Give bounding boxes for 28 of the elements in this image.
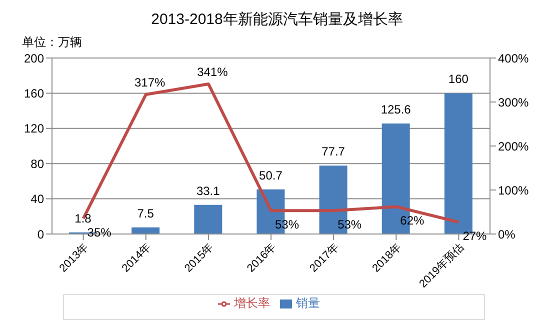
data-label: 160 — [448, 72, 469, 86]
data-label: 77.7 — [322, 144, 346, 159]
data-label: 50.7 — [259, 168, 283, 182]
y2-tick-label: 200% — [498, 139, 530, 154]
data-label: 1.8 — [74, 211, 92, 226]
data-label: 7.5 — [137, 206, 154, 220]
y-tick-label: 0 — [37, 227, 44, 242]
y2-tick-label: 100% — [498, 183, 530, 198]
data-label: 33.1 — [196, 184, 220, 198]
data-label: 35% — [87, 226, 112, 240]
data-label: 317% — [134, 76, 166, 90]
legend-label: 销量 — [296, 296, 320, 310]
data-label: 27% — [462, 229, 488, 244]
y-tick-label: 80 — [30, 156, 44, 171]
bar — [194, 204, 222, 234]
bar — [132, 227, 160, 234]
y2-tick-label: 300% — [498, 95, 530, 110]
y2-tick-label: 400% — [498, 51, 530, 66]
legend-label: 增长率 — [234, 296, 270, 310]
text: 单位：万辆 — [22, 34, 82, 51]
y-tick-label: 40 — [30, 192, 44, 206]
y-tick-label: 120 — [24, 122, 44, 136]
y-tick-label: 200 — [24, 51, 44, 66]
y-tick-label: 160 — [24, 86, 44, 100]
data-label: 125.6 — [380, 102, 412, 116]
data-label: 341% — [197, 64, 228, 79]
chart-title: 2013-2018年新能源汽车销量及增长率 — [150, 10, 404, 30]
y2-tick-label: 0% — [498, 227, 516, 242]
